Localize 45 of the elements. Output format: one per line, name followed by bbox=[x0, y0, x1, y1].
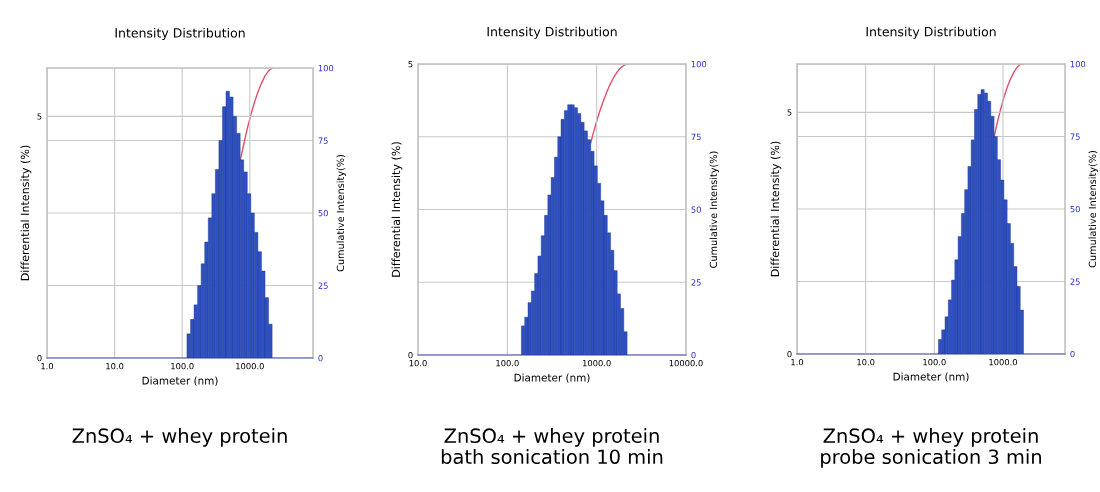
x-tick-label: 100.0 bbox=[923, 359, 946, 366]
y2-tick-label: 75 bbox=[691, 133, 701, 141]
y2-tick-label: 0 bbox=[1070, 350, 1075, 358]
y2-axis-title: Cumulative Intensity(%) bbox=[336, 154, 346, 272]
y-axis-title: Differential Intensity (%) bbox=[20, 145, 32, 281]
x-tick-label: 1.0 bbox=[41, 363, 54, 370]
x-axis-title: Diameter (nm) bbox=[142, 376, 218, 386]
text: ZnSO₄ + whey protein probe sonication 3 min bbox=[821, 428, 1041, 468]
y2-tick-label: 100 bbox=[1070, 60, 1086, 68]
text: ZnSO₄ + whey protein bath sonication 10 min bbox=[441, 428, 663, 465]
x-tick-label: 100.0 bbox=[171, 363, 194, 370]
x-tick-label: 1000.0 bbox=[236, 363, 264, 370]
x-axis-title: Diameter (nm) bbox=[893, 372, 969, 382]
x-tick-label: 10.0 bbox=[857, 359, 875, 366]
y-axis-title: Differential Intensity (%) bbox=[391, 142, 403, 277]
y2-tick-label: 50 bbox=[691, 206, 701, 213]
x-tick-label: 1000.0 bbox=[989, 359, 1018, 366]
x-tick-label: 10000.0 bbox=[669, 360, 703, 367]
chart-title: Intensity Distribution bbox=[115, 27, 245, 41]
y-tick-label: 5 bbox=[787, 109, 792, 116]
chart-title: Intensity Distribution bbox=[866, 26, 996, 39]
y2-tick-label: 0 bbox=[691, 351, 696, 359]
chart-title: Intensity Distribution bbox=[487, 26, 617, 39]
text: ZnSO₄ + whey protein bbox=[72, 428, 287, 447]
x-tick-label: 1000.0 bbox=[583, 360, 611, 367]
y2-tick-label: 50 bbox=[318, 209, 328, 217]
y2-axis-title: Cumulative Intensity(%) bbox=[1088, 150, 1098, 268]
y2-tick-label: 25 bbox=[318, 282, 328, 289]
x-tick-label: 10.0 bbox=[106, 363, 124, 370]
y2-tick-label: 75 bbox=[1070, 133, 1080, 140]
x-axis-title: Diameter (nm) bbox=[514, 373, 590, 383]
y-tick-label: 5 bbox=[37, 113, 42, 120]
y2-tick-label: 100 bbox=[691, 60, 707, 68]
y2-tick-label: 100 bbox=[318, 64, 334, 72]
x-tick-label: 100.0 bbox=[496, 360, 519, 367]
x-tick-label: 1.0 bbox=[791, 359, 804, 366]
y2-axis-title: Cumulative Intensity(%) bbox=[709, 151, 719, 268]
y-axis-title: Differential Intensity (%) bbox=[770, 141, 782, 277]
y2-tick-label: 0 bbox=[318, 354, 323, 362]
x-tick-label: 10.0 bbox=[409, 360, 427, 367]
y-tick-label: 5 bbox=[408, 61, 413, 68]
y2-tick-label: 25 bbox=[691, 279, 701, 286]
y2-tick-label: 25 bbox=[1070, 278, 1080, 285]
y2-tick-label: 75 bbox=[318, 137, 328, 144]
y2-tick-label: 50 bbox=[1070, 205, 1080, 213]
